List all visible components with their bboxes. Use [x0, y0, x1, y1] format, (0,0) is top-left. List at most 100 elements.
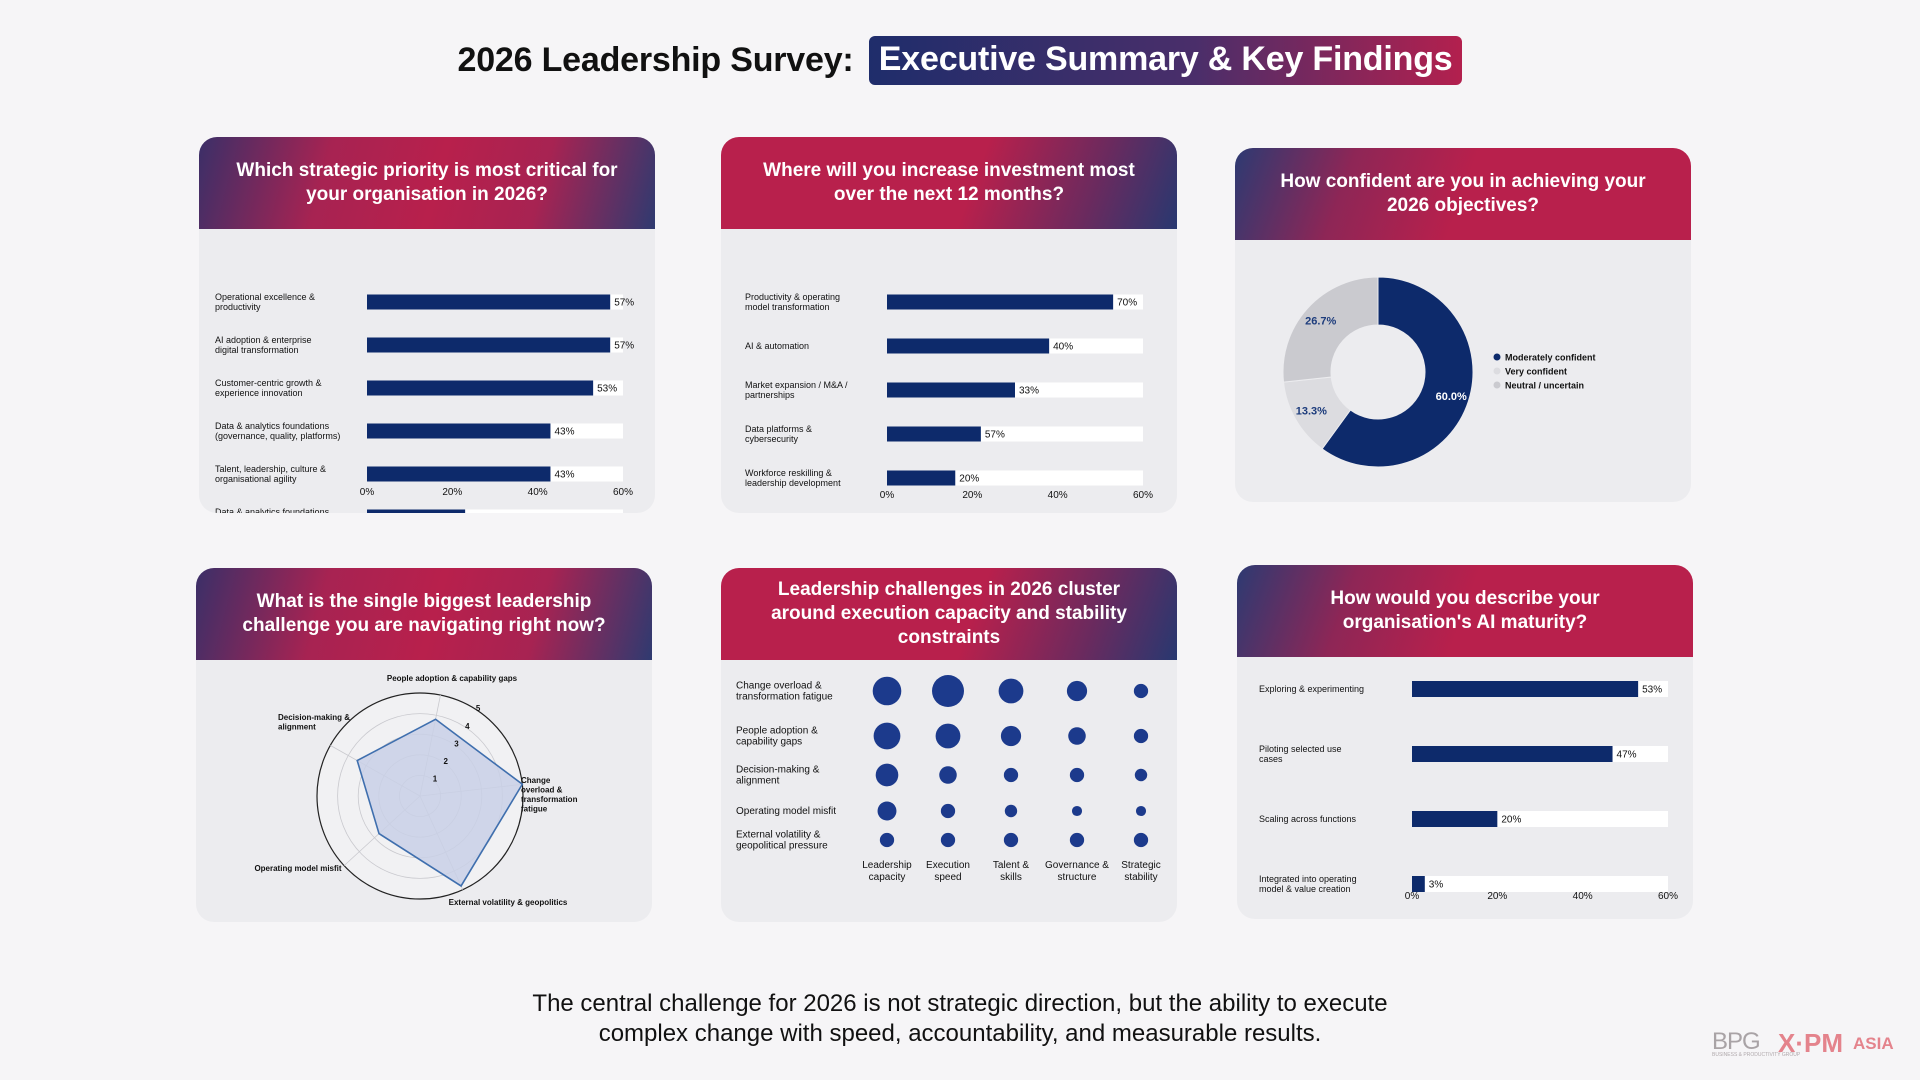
ai-maturity-bar-chart: 53% Exploring & experimenting 47% Piloting … — [1259, 681, 1678, 902]
category-label: Productivity & operating model transforma… — [745, 292, 840, 312]
bar-value-label: 20% — [1501, 815, 1521, 826]
x-tick-label: 60% — [613, 487, 633, 498]
legend-swatch — [1493, 367, 1501, 375]
card-confidence: How confident are you in achieving your … — [1235, 148, 1691, 502]
bubble — [1069, 767, 1085, 783]
footer-line-1: The central challenge for 2026 is not st… — [532, 990, 1388, 1017]
bubble-row-label: Operating model misfit — [736, 806, 836, 817]
bubble — [1071, 805, 1083, 817]
radar-area — [356, 718, 524, 888]
bar-value-label: 53% — [597, 384, 617, 395]
bubble-row-label: Change overload & transformation fatigue — [736, 681, 833, 703]
bubble — [872, 676, 902, 706]
bar-value-label: 70% — [1117, 298, 1137, 309]
donut-slice — [1282, 276, 1379, 383]
radar-axis-label: External volatility & geopolitics — [449, 898, 568, 907]
category-label: Piloting selected use cases — [1259, 744, 1342, 764]
category-label: Scaling across functions — [1259, 814, 1357, 824]
bubble — [879, 832, 895, 848]
bar-value-label: 43% — [554, 470, 574, 481]
bubble — [1066, 680, 1088, 702]
legend-swatch — [1493, 381, 1501, 389]
bar — [1412, 876, 1425, 892]
bar-value-label: 20% — [959, 474, 979, 485]
bar — [887, 294, 1114, 310]
confidence-donut-chart: 60.0% 13.3% 26.7% Moderately confident Very … — [1282, 276, 1596, 468]
bar — [367, 294, 611, 310]
footer-line-2: complex change with speed, accountabilit… — [598, 1020, 1322, 1047]
bubble — [1003, 832, 1019, 848]
bar-value-label: 57% — [614, 341, 634, 352]
donut-slice — [1321, 276, 1474, 468]
bubble — [939, 766, 957, 784]
bubble-col-label: Execution speed — [926, 860, 970, 883]
category-label: Data & analytics foundations(governance,… — [215, 507, 340, 513]
bubble — [1003, 767, 1019, 783]
card-leadership-challenge: What is the single biggest leadership ch… — [196, 568, 652, 922]
bar — [1412, 746, 1613, 762]
bar-value-label: 33% — [1019, 386, 1039, 397]
card-title: Where will you increase investment most … — [721, 137, 1177, 229]
bubble — [1133, 683, 1149, 699]
card-title: What is the single biggest leadership ch… — [196, 568, 652, 660]
bar-track — [1412, 876, 1668, 892]
card-challenge-cluster: Leadership challenges in 2026 cluster ar… — [721, 568, 1177, 922]
bubble — [875, 763, 899, 787]
bar-value-label: 47% — [1617, 750, 1637, 761]
page-title: 2026 Leadership Survey: Executive Summar… — [0, 36, 1920, 85]
category-label: Operational excellence & productivity — [215, 292, 315, 312]
category-label: Workforce reskilling & leadership develop… — [745, 468, 841, 488]
radar-ring-label: 1 — [433, 774, 438, 783]
card-title: Which strategic priority is most critica… — [199, 137, 655, 229]
bubble — [1133, 832, 1149, 848]
bar-value-label: 23% — [469, 513, 489, 514]
bar — [887, 382, 1015, 398]
bubble — [877, 801, 897, 821]
title-highlight: Executive Summary & Key Findings — [868, 36, 1463, 85]
bar — [367, 337, 611, 353]
title-plain: 2026 Leadership Survey: — [457, 41, 854, 79]
category-label: AI & automation — [745, 341, 809, 351]
bubble — [932, 675, 964, 707]
slice-value-label: 26.7% — [1305, 316, 1336, 328]
bubble-col-label: Governance & structure — [1045, 860, 1109, 883]
bubble-col-label: Talent & skills — [993, 860, 1029, 883]
bubble — [1135, 805, 1147, 817]
bubble-col-label: Strategic stability — [1121, 860, 1160, 883]
xpm-asia-logo: ASIA — [1853, 1034, 1894, 1053]
slice-value-label: 13.3% — [1296, 406, 1327, 418]
category-label: Integrated into operating model & value c… — [1259, 874, 1357, 894]
bar — [887, 470, 956, 486]
bubble — [1068, 727, 1086, 745]
radar-axis-label: People adoption & capability gaps — [387, 674, 518, 683]
bar — [367, 380, 594, 396]
bar-value-label: 40% — [1053, 342, 1073, 353]
legend-swatch — [1493, 353, 1501, 361]
bar-value-label: 57% — [985, 430, 1005, 441]
bpg-logo-subtitle: BUSINESS & PRODUCTIVITY GROUP — [1712, 1052, 1801, 1058]
category-label: Market expansion / M&A / partnerships — [745, 380, 848, 400]
category-label: Customer-centric growth & experience inno… — [215, 378, 322, 398]
bar — [887, 338, 1050, 354]
strategic-priority-bar-chart: 57% Operational excellence & productivity 5… — [215, 292, 634, 514]
x-tick-label: 20% — [962, 490, 982, 501]
x-tick-label: 40% — [1048, 490, 1068, 501]
radar-axis-label: Operating model misfit — [254, 864, 341, 873]
card-strategic-priority: Which strategic priority is most critica… — [199, 137, 655, 513]
legend-label: Neutral / uncertain — [1505, 381, 1584, 391]
radar-axis-label: Change overload & transformation fatigue — [521, 776, 578, 814]
bar — [1412, 811, 1498, 827]
x-tick-label: 40% — [528, 487, 548, 498]
x-tick-label: 20% — [1487, 891, 1507, 902]
radar-ring-label: 3 — [454, 739, 459, 748]
slice-value-label: 60.0% — [1436, 391, 1467, 403]
bubble — [1004, 804, 1018, 818]
card-title: How would you describe your organisation… — [1237, 565, 1693, 657]
card-ai-maturity: How would you describe your organisation… — [1237, 565, 1693, 919]
bubble-row-label: People adoption & capability gaps — [736, 726, 818, 748]
category-label: Customer experience &digital channels — [745, 512, 839, 513]
bubble-row-label: External volatility & geopolitical pressu… — [736, 830, 828, 852]
bubble — [873, 722, 901, 750]
x-tick-label: 40% — [1573, 891, 1593, 902]
